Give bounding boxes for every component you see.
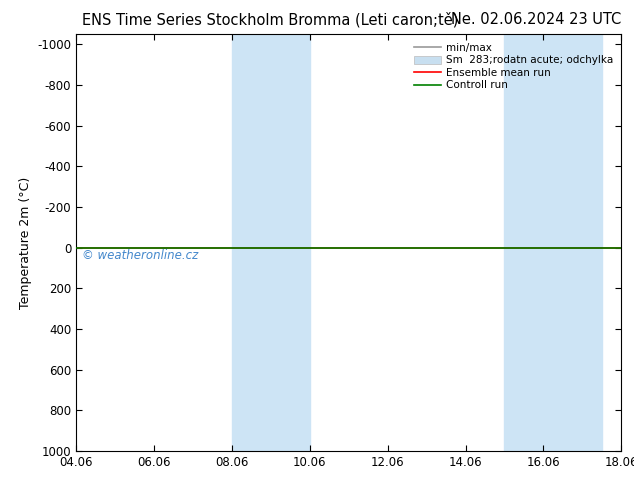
Bar [505, 34, 602, 451]
Legend: min/max, Sm  283;rodatn acute; odchylka, Ensemble mean run, Controll run: min/max, Sm 283;rodatn acute; odchylka, … [411, 40, 616, 94]
Text: © weatheronline.cz: © weatheronline.cz [82, 249, 198, 262]
Text: ENS Time Series Stockholm Bromma (Leti caron;tě): ENS Time Series Stockholm Bromma (Leti c… [82, 12, 459, 28]
Y-axis label: Temperature 2m (°C): Temperature 2m (°C) [18, 176, 32, 309]
Text: Ne. 02.06.2024 23 UTC: Ne. 02.06.2024 23 UTC [451, 12, 621, 27]
Bar [232, 34, 310, 451]
